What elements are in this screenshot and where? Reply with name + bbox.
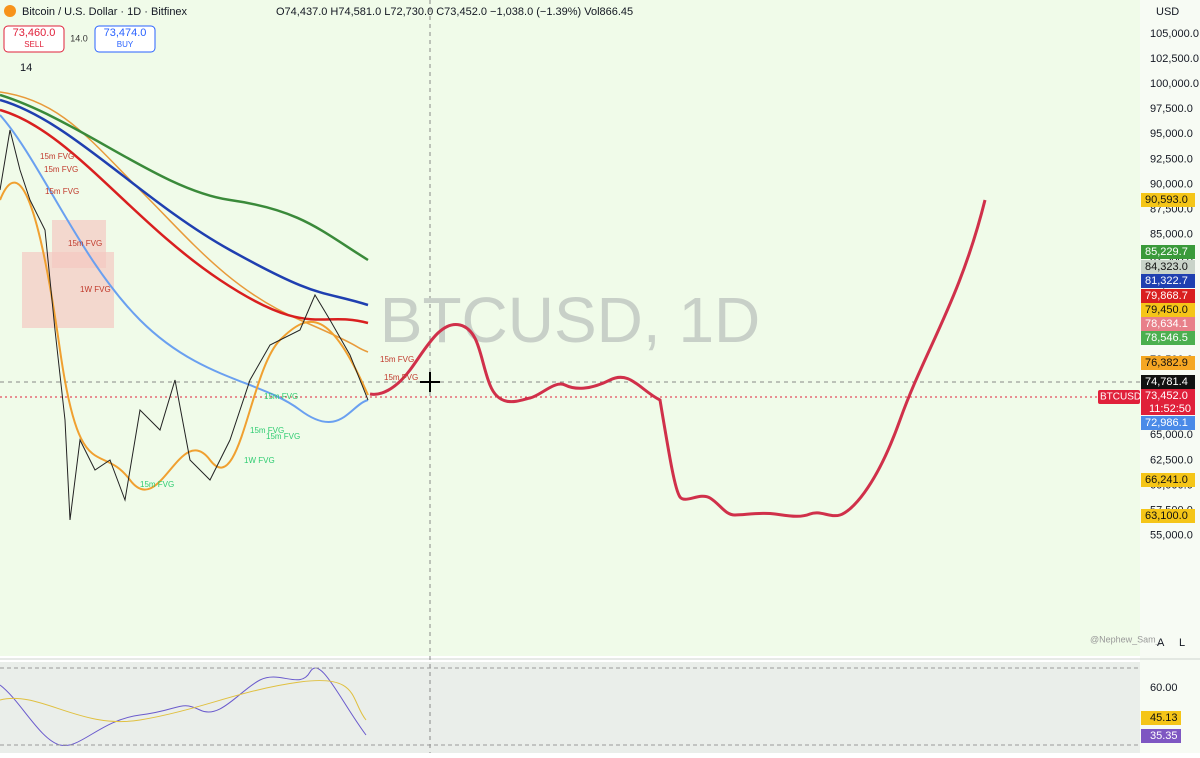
price-badge-label: 76,382.9 — [1145, 357, 1188, 369]
price-tick: 100,000.0 — [1150, 78, 1199, 90]
price-badge-label: 63,100.0 — [1145, 510, 1188, 522]
price-badge-label: 79,450.0 — [1145, 304, 1188, 316]
watermark: BTCUSD, 1D — [380, 284, 761, 356]
price-badge-label: 66,241.0 — [1145, 474, 1188, 486]
price-path — [0, 129, 369, 521]
ma-band — [0, 91, 369, 353]
price-tick: 55,000.0 — [1150, 530, 1193, 542]
price-badge — [1141, 245, 1195, 259]
price-badge-label: 85,229.7 — [1145, 246, 1188, 258]
price-badge — [1141, 274, 1195, 288]
ma-red — [0, 108, 369, 325]
fvg-label: 15m FVG — [140, 480, 174, 489]
price-badge — [1141, 416, 1195, 430]
symbol-tag: BTCUSD — [1100, 392, 1141, 403]
credit: @Nephew_Sam_ — [1090, 634, 1162, 644]
price-badge — [1141, 356, 1195, 370]
ohlc: O74,437.0 H74,581.0 L72,730.0 C73,452.0 … — [276, 6, 633, 18]
price-badge-label: 78,634.1 — [1145, 318, 1188, 330]
fvg-label: 15m FVG — [384, 373, 418, 382]
price-badge-label: 74,781.4 — [1145, 376, 1188, 388]
fvg-label: 15m FVG — [44, 165, 78, 174]
symbol-tag-bg — [1098, 390, 1140, 404]
buy-button[interactable] — [94, 25, 156, 53]
price-badge-label: 72,986.1 — [1145, 417, 1188, 429]
fvg-label: 15m FVG — [264, 392, 298, 401]
scale-button[interactable]: L — [1179, 637, 1185, 649]
price-badge-label: 81,322.7 — [1145, 275, 1188, 287]
crosshair-cursor — [420, 372, 440, 392]
price-tick: 105,000.0 — [1150, 28, 1199, 40]
forecast-path — [369, 199, 987, 518]
price-badge-label: 84,323.0 — [1145, 261, 1188, 273]
price-tick: 95,000.0 — [1150, 128, 1193, 140]
buy-price[interactable]: 73,474.0 — [104, 27, 147, 39]
price-badge — [1141, 389, 1195, 415]
price-badge — [1141, 260, 1195, 274]
price-badge-label: 78,546.5 — [1145, 332, 1188, 344]
fvg-label: 15m FVG — [45, 187, 79, 196]
btc-icon — [4, 5, 16, 17]
sell-button[interactable] — [3, 25, 65, 53]
price-tick: 62,500.0 — [1150, 454, 1193, 466]
price-tick: 92,500.0 — [1150, 153, 1193, 165]
rsi-pane — [0, 662, 1140, 753]
fvg-label: 15m FVG — [250, 426, 284, 435]
spread: 14.0 — [70, 33, 88, 43]
price-tick: 85,000.0 — [1150, 229, 1193, 241]
sell-label[interactable]: SELL — [24, 40, 44, 49]
sell-price[interactable]: 73,460.0 — [13, 27, 56, 39]
price-badge — [1141, 317, 1195, 331]
price-badge-label: 90,593.0 — [1145, 194, 1188, 206]
price-tick: 97,500.0 — [1150, 103, 1193, 115]
rsi-tick: 60.00 — [1150, 682, 1178, 694]
price-badge-label: 73,452.0 — [1145, 390, 1188, 402]
chart-pane — [0, 0, 1140, 656]
symbol-title: Bitcoin / U.S. Dollar · 1D · Bitfinex — [22, 6, 188, 18]
price-tick: 90,000.0 — [1150, 178, 1193, 190]
fvg-label: 1W FVG — [244, 456, 275, 465]
price-badge — [1141, 289, 1195, 303]
fvg-zone — [52, 220, 106, 268]
rsi-tick: 45.13 — [1150, 712, 1178, 724]
fvg-label: 15m FVG — [68, 239, 102, 248]
ma-lightblue — [0, 114, 369, 423]
price-badge — [1141, 375, 1195, 389]
price-badge — [1141, 509, 1195, 523]
price-tick: 102,500.0 — [1150, 53, 1199, 65]
fvg-label: 15m FVG — [266, 432, 300, 441]
rsi-ma — [0, 680, 367, 722]
countdown: 11:52:50 — [1149, 403, 1191, 415]
price-badge — [1141, 473, 1195, 487]
currency[interactable]: USD — [1156, 6, 1179, 18]
rsi-tick: 35.35 — [1150, 730, 1178, 742]
indicator-count[interactable]: 14 — [20, 62, 32, 74]
ma-green — [0, 93, 369, 262]
price-tick: 65,000.0 — [1150, 429, 1193, 441]
scale-button[interactable]: A — [1157, 637, 1165, 649]
ma-blue — [0, 98, 369, 307]
fvg-label: 1W FVG — [80, 285, 111, 294]
price-badge — [1141, 303, 1195, 317]
rsi-badge — [1141, 711, 1181, 725]
rsi-badge — [1141, 729, 1181, 743]
buy-label[interactable]: BUY — [117, 40, 134, 49]
fvg-label: 15m FVG — [380, 355, 414, 364]
fvg-label: 15m FVG — [40, 152, 74, 161]
price-badge-label: 79,868.7 — [1145, 290, 1188, 302]
price-badge — [1141, 331, 1195, 345]
price-badge — [1141, 193, 1195, 207]
